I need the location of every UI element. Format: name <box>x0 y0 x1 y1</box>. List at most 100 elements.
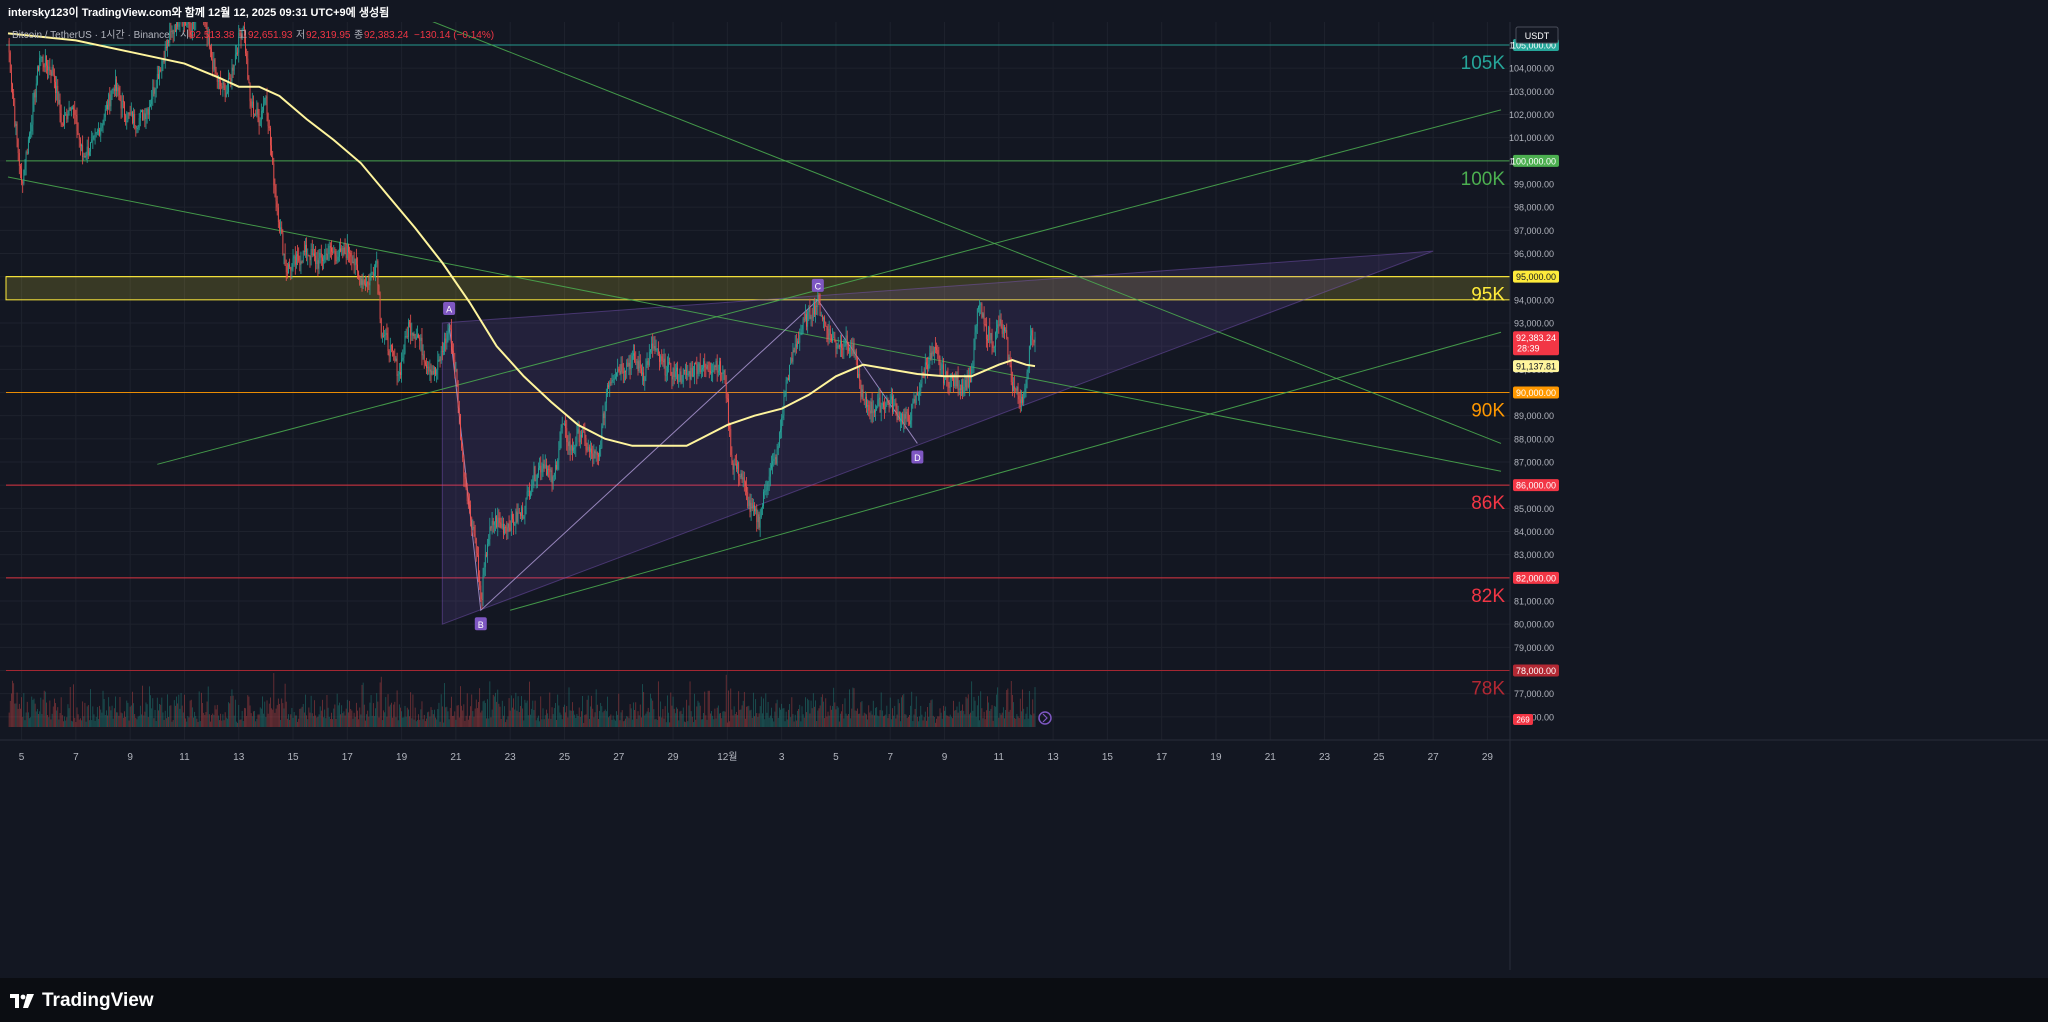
volume-bar <box>827 711 829 727</box>
candle-body <box>90 142 91 152</box>
candle-body <box>505 527 507 529</box>
candle-body <box>309 256 311 261</box>
price-badge <box>1513 360 1559 373</box>
volume-bar <box>93 714 95 727</box>
candle-body <box>181 22 183 26</box>
candle-body <box>293 256 295 259</box>
volume-bar <box>567 717 569 727</box>
volume-bar <box>427 712 429 727</box>
volume-bar <box>379 682 381 727</box>
candle-body <box>316 260 318 265</box>
volume-bar <box>120 712 122 727</box>
volume-bar <box>25 712 27 727</box>
candle-body <box>168 39 170 43</box>
candle-body <box>897 412 899 420</box>
volume-bar <box>863 712 865 727</box>
candle-body <box>349 252 350 254</box>
volume-bar <box>836 705 838 727</box>
candle-body <box>393 350 395 356</box>
candle-body <box>64 115 65 125</box>
candle-body <box>204 22 206 23</box>
candle-body <box>985 324 987 340</box>
candle-body <box>609 382 611 388</box>
volume-bar <box>942 705 944 727</box>
currency-button[interactable]: USDT <box>1515 26 1559 44</box>
candle-body <box>741 473 743 480</box>
volume-bar <box>682 707 684 727</box>
candle-body <box>883 403 884 408</box>
candle-body <box>319 252 321 259</box>
candle-body <box>53 75 55 82</box>
volume-badge <box>1513 714 1533 725</box>
candle-body <box>851 345 853 354</box>
replay-icon[interactable] <box>1038 711 1052 725</box>
volume-bar <box>248 696 250 727</box>
candle-body <box>109 94 111 107</box>
candle-body <box>653 345 655 349</box>
volume-bar <box>453 715 455 727</box>
candle-body <box>31 124 33 132</box>
candle-body <box>415 337 417 340</box>
volume-bar <box>734 714 736 727</box>
volume-bar <box>324 709 326 727</box>
candle-body <box>306 244 308 255</box>
candle-body <box>335 255 337 261</box>
volume-bar <box>40 697 42 727</box>
volume-bar <box>18 703 20 727</box>
candle-body <box>867 404 869 407</box>
volume-bar <box>1005 710 1006 727</box>
abcd-pattern-line <box>448 299 918 612</box>
candle-body <box>422 354 424 356</box>
volume-bar <box>57 707 59 727</box>
candle-body <box>264 97 266 104</box>
time-tick-label: 13 <box>1048 752 1060 763</box>
volume-bar <box>617 714 619 727</box>
price-tick-label: 84,000.00 <box>1514 527 1554 537</box>
candle-body <box>876 406 878 410</box>
volume-bar <box>689 681 691 727</box>
candle-body <box>402 357 404 360</box>
candle-body <box>143 113 145 121</box>
candle-body <box>1011 382 1013 392</box>
candle-body <box>707 365 709 371</box>
candle-body <box>141 110 142 112</box>
volume-bar <box>857 708 858 727</box>
candle-body <box>116 79 117 92</box>
volume-bar <box>636 718 638 727</box>
volume-bar <box>402 717 404 727</box>
volume-bar <box>298 718 300 727</box>
candle-body <box>800 333 802 335</box>
tradingview-logo[interactable]: TradingView <box>10 990 154 1012</box>
level-badge <box>1513 270 1559 283</box>
candle-body <box>802 318 804 330</box>
volume-bar <box>441 706 443 727</box>
volume-bar <box>309 712 311 727</box>
volume-bar <box>620 712 622 727</box>
candle-body <box>826 326 828 334</box>
volume-bar <box>820 697 822 727</box>
candle-body <box>27 139 29 154</box>
candle-body <box>386 332 388 337</box>
volume-bar <box>841 711 842 727</box>
volume-bar <box>894 705 896 727</box>
candle-body <box>259 120 261 126</box>
candle-body <box>807 311 809 327</box>
candle-body <box>991 333 993 346</box>
candle-body <box>583 431 585 433</box>
candle-body <box>205 22 207 27</box>
volume-bar <box>99 705 101 727</box>
volume-bar <box>832 706 833 727</box>
candle-body <box>238 32 240 53</box>
candle-body <box>808 307 810 312</box>
candle-body <box>855 351 857 359</box>
volume-bar <box>825 698 827 727</box>
candle-body <box>805 314 806 320</box>
currency-button-label[interactable]: USDT <box>1525 31 1550 41</box>
candle-body <box>749 500 751 512</box>
volume-bar <box>481 710 483 727</box>
candle-body <box>875 409 876 413</box>
volume-bar <box>976 705 978 727</box>
volume-bar <box>698 702 700 727</box>
volume-bar <box>646 711 648 727</box>
